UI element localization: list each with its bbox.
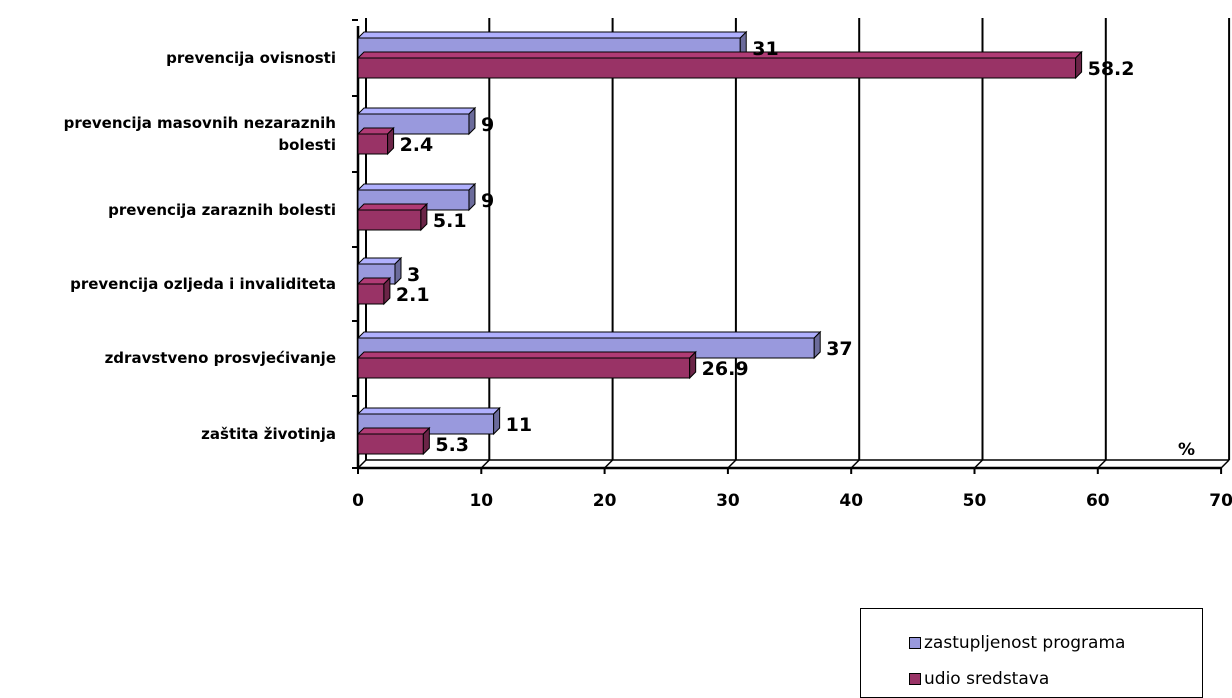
legend: zastupljenost programa udio sredstava [860,608,1203,698]
category-label: prevencija masovnih nezaraznih [64,114,336,132]
category-label: prevencija zaraznih bolesti [108,201,336,219]
labels: 0 10 20 30 40 50 60 70 prevencija ovisnosti 31 58.… [64,38,1232,511]
bar-series-2 [356,50,1083,80]
legend-label-series-1: zastupljenost programa [924,633,1126,653]
gridline-floor [604,459,614,469]
x-tick-label: 20 [593,491,617,511]
x-tick-label: 70 [1209,491,1232,511]
gridline-floor [480,459,490,469]
data-label: 2.1 [396,284,430,306]
category-label: prevencija ozljeda i invaliditeta [70,275,336,293]
legend-label-series-2: udio sredstava [924,669,1050,689]
legend-swatch-series-1 [909,637,921,649]
data-label: 31 [752,38,778,60]
bar-series-2 [356,276,392,306]
bar-series-2 [356,126,395,156]
data-label: 3 [407,264,420,286]
category-label: zdravstveno prosvjećivanje [105,349,336,367]
gridline-floor [727,459,737,469]
legend-item-series-1: zastupljenost programa [909,633,1125,653]
axes [352,19,1230,474]
data-label: 5.1 [433,210,467,232]
bar-series-2 [356,350,697,380]
unit-label: % [1178,440,1195,460]
bar-series-2 [356,426,431,456]
bar-series-2 [356,202,429,232]
data-label: 11 [506,414,532,436]
gridline-floor [1220,459,1230,469]
x-tick-label: 40 [839,491,863,511]
data-label: 9 [481,190,494,212]
data-label: 2.4 [400,134,434,156]
bars [356,30,1083,456]
x-tick-label: 0 [352,491,364,511]
gridline-floor [357,459,367,469]
legend-item-series-2: udio sredstava [909,669,1049,689]
data-label: 26.9 [702,358,749,380]
legend-swatch-series-2 [909,673,921,685]
data-label: 9 [481,114,494,136]
x-tick-label: 50 [963,491,987,511]
data-label: 5.3 [435,434,469,456]
data-label: 37 [826,338,852,360]
x-tick-label: 30 [716,491,740,511]
x-tick-label: 60 [1086,491,1110,511]
category-label: zaštita životinja [201,425,336,443]
data-label: 58.2 [1088,58,1135,80]
gridline-floor [973,459,984,469]
x-tick-label: 10 [469,491,493,511]
gridline-floor [850,459,860,469]
category-label: prevencija ovisnosti [166,49,336,67]
gridline-floor [1097,459,1107,469]
category-label: bolesti [278,136,336,154]
gridlines [357,18,1231,469]
